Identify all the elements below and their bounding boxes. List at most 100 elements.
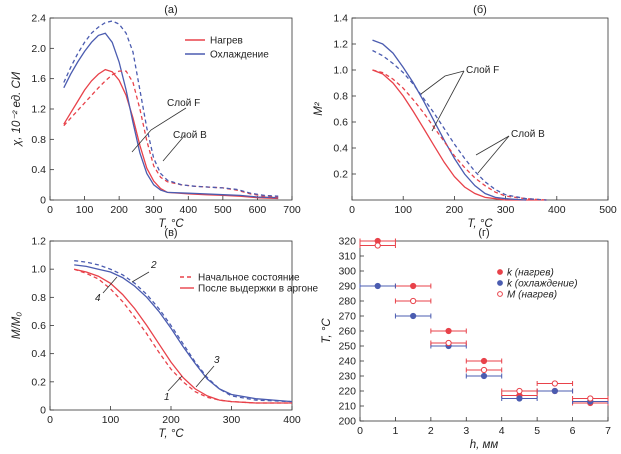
y-tick-label: 0.4 [31,164,46,176]
x-tick-label: 0 [357,425,363,437]
legend-label: Нагрев [210,36,243,47]
curve-label: 4 [95,293,101,304]
y-tick-label: 210 [338,401,356,413]
legend-label: Охлаждение [210,50,269,61]
curve-label-leader [131,271,150,283]
y-tick-label: 270 [338,311,356,323]
data-point [374,242,381,249]
series-line-3 [63,70,279,198]
y-tick-label: 0.2 [333,169,348,181]
y-tick-label: 1.4 [333,13,348,25]
curve-label-leader [167,375,183,392]
series-line-4 [372,49,547,201]
panel-g: 0 1 2 3 4 5 6 7 200 210 220 230 240 250 260 270 280 290 30… [321,227,611,451]
x-tick-label: 300 [145,204,163,216]
annotation-label: Слой F [167,98,200,109]
y-tick-label: 320 [338,236,356,248]
x-tick-label: 1 [393,425,399,437]
y-tick-label: 1.0 [31,264,46,276]
panel-a: 0 100 200 300 400 500 600 700 0 0.4 0.8 1.2 1.6 2.0 2.… [11,4,301,230]
data-point [410,312,417,320]
plot-frame [359,240,609,422]
y-tick-label: 2.0 [31,43,46,55]
data-point [410,297,417,305]
y-axis-label: M² [313,101,325,116]
data-point [480,357,488,365]
series-line-2 [74,260,293,403]
legend-label: k (охлаждение) [507,279,578,290]
y-tick-label: 0.4 [31,348,46,360]
annotation-leader [475,135,510,156]
panel-label: (б) [473,4,487,16]
y-tick-label: 200 [338,416,356,428]
curve-label: 1 [164,392,170,403]
y-tick-label: 2.4 [31,13,46,25]
y-tick-label: 0.8 [31,134,46,146]
x-tick-label: 300 [497,204,515,216]
x-tick-label: 200 [162,414,180,426]
curve-label: 2 [150,260,157,271]
x-tick-label: 700 [283,204,301,216]
y-axis-label: χ, 10⁻² ед. СИ [11,71,23,147]
x-tick-label: 400 [180,204,198,216]
x-tick-label: 400 [548,204,566,216]
x-tick-label: 6 [570,425,576,437]
y-tick-label: 260 [338,326,356,338]
plot-frame [49,17,293,201]
data-point [374,282,381,290]
annotation-label: Слой B [173,130,207,141]
annotation-label: Слой F [466,65,499,76]
x-axis-label: h, мм [470,439,499,451]
series-line-4 [63,20,279,197]
y-tick-label: 0 [40,405,46,417]
y-tick-label: 230 [338,371,356,383]
curve-label-leader [102,276,118,294]
y-tick-label: 0.6 [333,117,348,129]
x-tick-label: 600 [249,204,267,216]
x-axis-label: T, °C [158,218,184,230]
curve-label-leader [195,365,215,388]
legend-marker [497,291,503,297]
y-axis-label: T, °C [321,318,333,344]
panel-b: 0 100 200 300 400 500 0.2 0.4 0.6 0.8 1.0 1.2 1.4 T, … [313,4,617,230]
series-line-2 [372,39,527,201]
annotation-leader [131,107,187,153]
legend-label: k (нагрев) [507,268,554,279]
data-point [445,339,452,347]
y-tick-label: 310 [338,251,356,263]
legend-marker [497,280,503,286]
y-tick-label: 220 [338,386,356,398]
y-tick-label: 1.0 [333,65,348,77]
x-tick-label: 500 [599,204,617,216]
y-tick-label: 0.4 [333,143,348,155]
x-tick-label: 400 [283,414,301,426]
series-line-1 [372,69,547,201]
y-tick-label: 240 [338,356,356,368]
x-tick-label: 7 [605,425,611,437]
y-tick-label: 1.2 [31,236,46,248]
x-axis-label: T, °C [158,428,184,440]
x-tick-label: 500 [214,204,232,216]
series-line-2 [63,32,279,199]
y-tick-label: 0.2 [31,376,46,388]
data-point [445,327,452,335]
y-axis-label: M/M₀ [11,312,23,339]
annotation-label: Слой B [511,129,545,140]
panel-v: 0 100 200 300 400 0 0.2 0.4 0.6 0.8 1.0 1.2 T, °C M/M… [11,227,319,440]
y-tick-label: 1.2 [333,39,348,51]
data-point [516,395,523,402]
x-tick-label: 5 [534,425,540,437]
x-tick-label: 0 [47,414,53,426]
y-tick-label: 250 [338,341,356,353]
y-tick-label: 290 [338,281,356,293]
curve-label: 3 [214,355,220,366]
data-point [551,387,558,395]
x-tick-label: 0 [47,204,53,216]
y-tick-label: 0.6 [31,320,46,332]
x-tick-label: 3 [463,425,469,437]
series-line-4 [74,268,292,404]
series-line-3 [372,69,547,201]
legend-label: После выдержки в аргоне [198,284,319,295]
annotation-leader [431,70,465,132]
